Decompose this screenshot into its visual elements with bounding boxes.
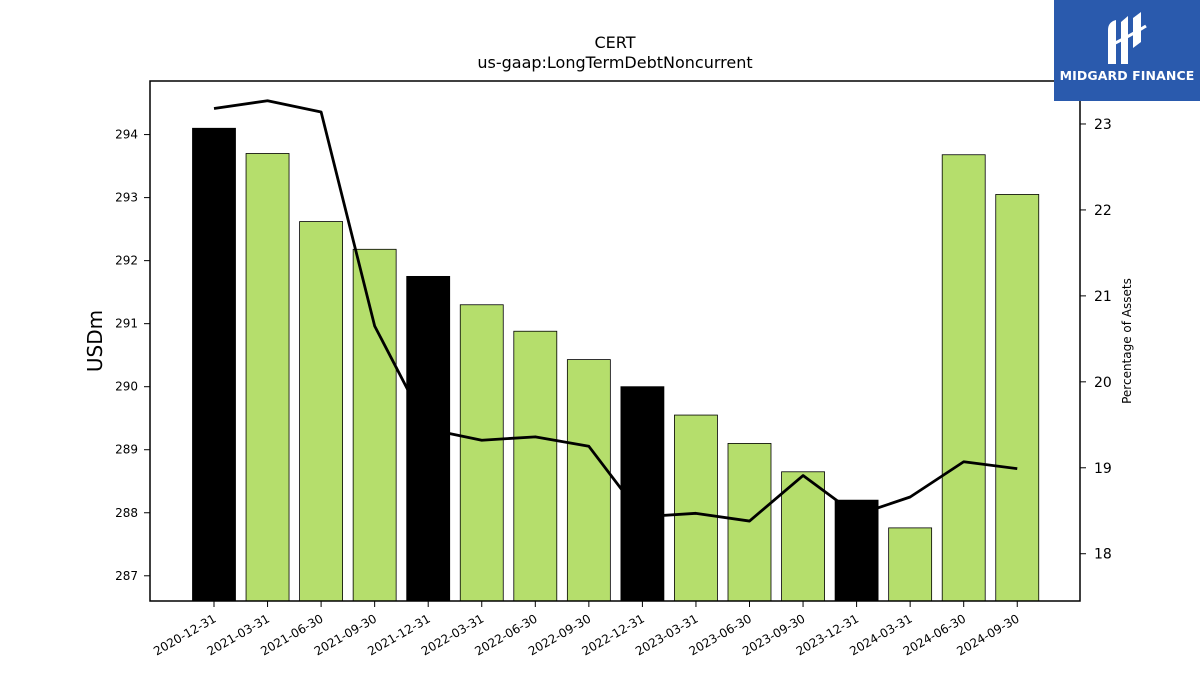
y-tick-label: 289 [115, 443, 138, 457]
bar [192, 127, 236, 602]
y-axis-right: 18 19 20 21 22 23 [1080, 117, 1112, 563]
bar [620, 386, 665, 602]
bar [352, 248, 397, 602]
bar [513, 330, 558, 602]
bar [245, 153, 290, 602]
logo: MIDGARD FINANCE [1054, 0, 1200, 101]
bar [995, 194, 1040, 602]
bar [781, 471, 825, 602]
bar [941, 154, 986, 602]
y-axis-left: 287 288 289 290 291 292 293 294 [115, 128, 150, 583]
y2-tick-label: 22 [1094, 203, 1112, 219]
bar [406, 275, 451, 602]
bar [834, 499, 879, 602]
logo-text: MIDGARD FINANCE [1059, 68, 1195, 83]
logo-icon [1108, 12, 1147, 64]
y-tick-label: 287 [115, 569, 138, 583]
y-tick-label: 294 [115, 128, 138, 142]
bar-series [192, 127, 1040, 602]
y-tick-label: 291 [115, 317, 138, 331]
chart-subtitle: us-gaap:LongTermDebtNoncurrent [477, 53, 752, 72]
bar [299, 221, 344, 602]
y2-tick-label: 23 [1094, 117, 1112, 133]
y2-tick-label: 19 [1094, 461, 1112, 477]
line-series-path [213, 99, 1018, 523]
bar [888, 527, 933, 602]
bar [459, 304, 504, 602]
bar [566, 359, 611, 602]
line-series [213, 99, 1018, 523]
y-tick-label: 293 [115, 191, 138, 205]
y2-axis-label: Percentage of Assets [1120, 278, 1134, 404]
y-tick-label: 290 [115, 380, 138, 394]
y2-tick-label: 20 [1094, 375, 1112, 391]
y2-tick-label: 21 [1094, 289, 1112, 305]
x-axis: 2020-12-312021-03-312021-06-302021-09-30… [151, 601, 1022, 658]
y-axis-label: USDm [83, 310, 107, 372]
chart-title: CERT [594, 33, 635, 52]
y-tick-label: 288 [115, 506, 138, 520]
y2-tick-label: 18 [1094, 547, 1112, 563]
bar [674, 414, 718, 602]
plot-frame [149, 80, 1081, 602]
y-tick-label: 292 [115, 254, 138, 268]
